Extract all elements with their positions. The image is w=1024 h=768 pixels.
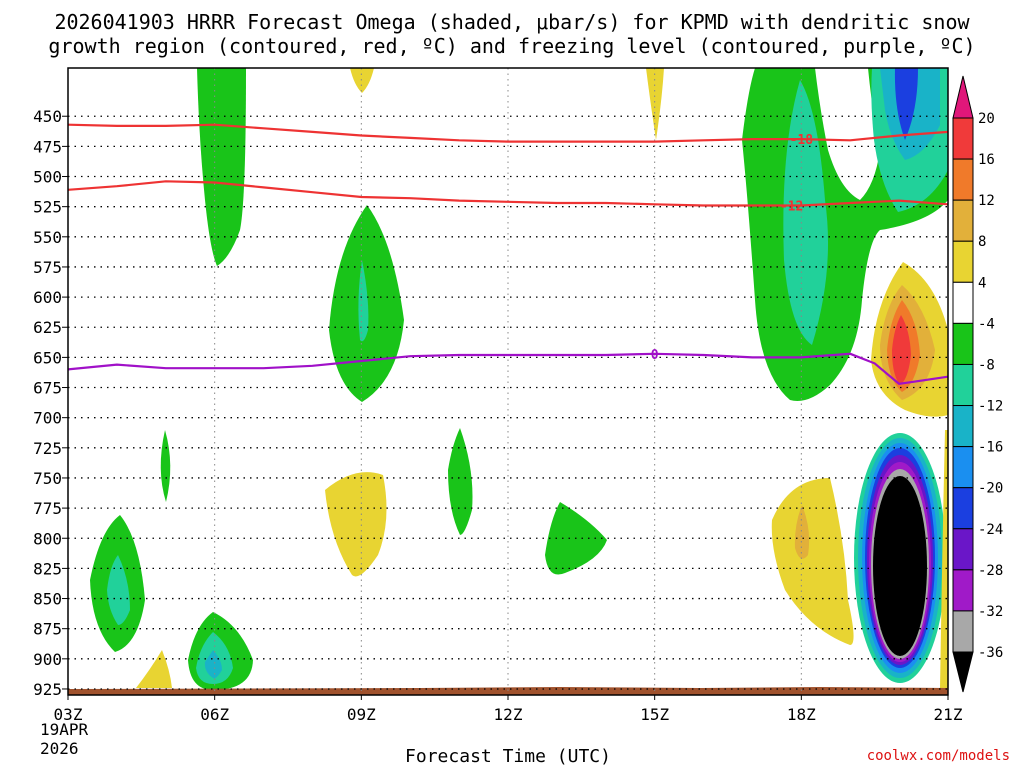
colorbar-segment	[952, 199, 974, 242]
omega-region	[892, 315, 911, 385]
y-tick-label: 500	[33, 168, 62, 187]
colorbar-label: -8	[978, 357, 995, 373]
colorbar-segment	[952, 487, 974, 530]
x-tick-label: 03Z	[54, 705, 83, 724]
temperature-contours	[68, 123, 948, 386]
omega-region	[204, 650, 222, 679]
y-tick-label: 875	[33, 620, 62, 639]
y-tick-label: 625	[33, 318, 62, 337]
grid	[68, 68, 948, 695]
omega-region	[771, 478, 854, 645]
colorbar-label: -28	[978, 563, 1003, 579]
x-year-label: 2026	[40, 739, 79, 758]
colorbar-segment	[952, 322, 974, 365]
omega-shading	[68, 68, 948, 695]
colorbar-label: -20	[978, 481, 1003, 497]
y-axis: 450 475 500 525 550 575 600 625 650 675 700 725 750 7…	[33, 107, 68, 699]
y-tick-label: 750	[33, 469, 62, 488]
colorbar-segment	[952, 117, 974, 160]
colorbar-segment	[952, 281, 974, 324]
y-tick-label: 700	[33, 409, 62, 428]
contour-line	[68, 352, 948, 386]
colorbar-label: -36	[978, 645, 1003, 661]
colorbar-label: 4	[978, 275, 986, 291]
contour-labels: -18 -12 0	[651, 133, 814, 363]
colorbar-segment	[952, 158, 974, 201]
x-tick-label: 21Z	[934, 705, 963, 724]
colorbar-bottom-arrow	[952, 651, 974, 693]
colorbar-segment	[952, 363, 974, 407]
colorbar-segment	[952, 240, 974, 283]
omega-region	[160, 430, 171, 502]
colorbar-label: -16	[978, 440, 1003, 456]
colorbar-segment	[952, 528, 974, 571]
omega-region	[873, 476, 927, 656]
omega-region	[894, 68, 918, 140]
y-tick-label: 925	[33, 680, 62, 699]
x-tick-label: 15Z	[640, 705, 669, 724]
colorbar: 20 16 12 8 4 -4 -8 -12 -16 -20 -24 -28 -32 -36	[952, 75, 1003, 693]
y-tick-label: 525	[33, 198, 62, 217]
y-tick-label: 475	[33, 137, 62, 156]
colorbar-label: -4	[978, 316, 995, 332]
x-tick-label: 06Z	[200, 705, 229, 724]
colorbar-segment	[952, 446, 974, 489]
y-tick-label: 900	[33, 650, 62, 669]
omega-region	[815, 68, 880, 200]
colorbar-label: 20	[978, 111, 995, 127]
contour-label: -18	[790, 133, 814, 148]
omega-region	[325, 472, 387, 577]
omega-region	[794, 505, 810, 559]
omega-region	[197, 68, 246, 266]
y-tick-label: 650	[33, 348, 62, 367]
colorbar-segment	[952, 610, 974, 653]
y-tick-label: 675	[33, 379, 62, 398]
omega-region	[136, 650, 172, 688]
y-tick-label: 450	[33, 107, 62, 126]
omega-region	[940, 430, 948, 690]
colorbar-segment	[952, 405, 974, 448]
chart-title-line1: 2026041903 HRRR Forecast Omega (shaded, …	[54, 10, 970, 34]
colorbar-label: 12	[978, 193, 995, 209]
contour-label: 0	[651, 348, 659, 363]
x-tick-label: 18Z	[787, 705, 816, 724]
y-tick-label: 550	[33, 228, 62, 247]
y-tick-label: 725	[33, 439, 62, 458]
contour-line	[68, 123, 948, 143]
chart-title-line2: growth region (contoured, red, ºC) and f…	[48, 34, 975, 58]
contour-line	[68, 180, 948, 207]
omega-region	[358, 260, 369, 342]
colorbar-segment	[952, 569, 974, 612]
y-tick-label: 850	[33, 590, 62, 609]
x-axis-title: Forecast Time (UTC)	[405, 746, 611, 767]
x-tick-label: 09Z	[347, 705, 376, 724]
omega-region	[646, 68, 664, 140]
x-date-label: 19APR	[40, 720, 89, 739]
colorbar-label: 8	[978, 234, 986, 250]
colorbar-top-arrow	[952, 75, 974, 119]
y-tick-label: 825	[33, 559, 62, 578]
colorbar-label: -24	[978, 522, 1003, 538]
credit-text: coolwx.com/models	[867, 748, 1010, 764]
omega-region	[350, 68, 374, 93]
y-tick-label: 775	[33, 499, 62, 518]
x-tick-label: 12Z	[494, 705, 523, 724]
x-axis: 03Z 06Z 09Z 12Z 15Z 18Z 21Z	[54, 695, 963, 724]
y-tick-label: 800	[33, 529, 62, 548]
omega-region	[448, 428, 473, 535]
y-tick-label: 575	[33, 258, 62, 277]
colorbar-label: 16	[978, 152, 995, 168]
colorbar-label: -32	[978, 604, 1003, 620]
omega-region	[107, 555, 130, 625]
y-tick-label: 600	[33, 288, 62, 307]
contour-label: -12	[780, 199, 803, 214]
colorbar-label: -12	[978, 399, 1003, 415]
